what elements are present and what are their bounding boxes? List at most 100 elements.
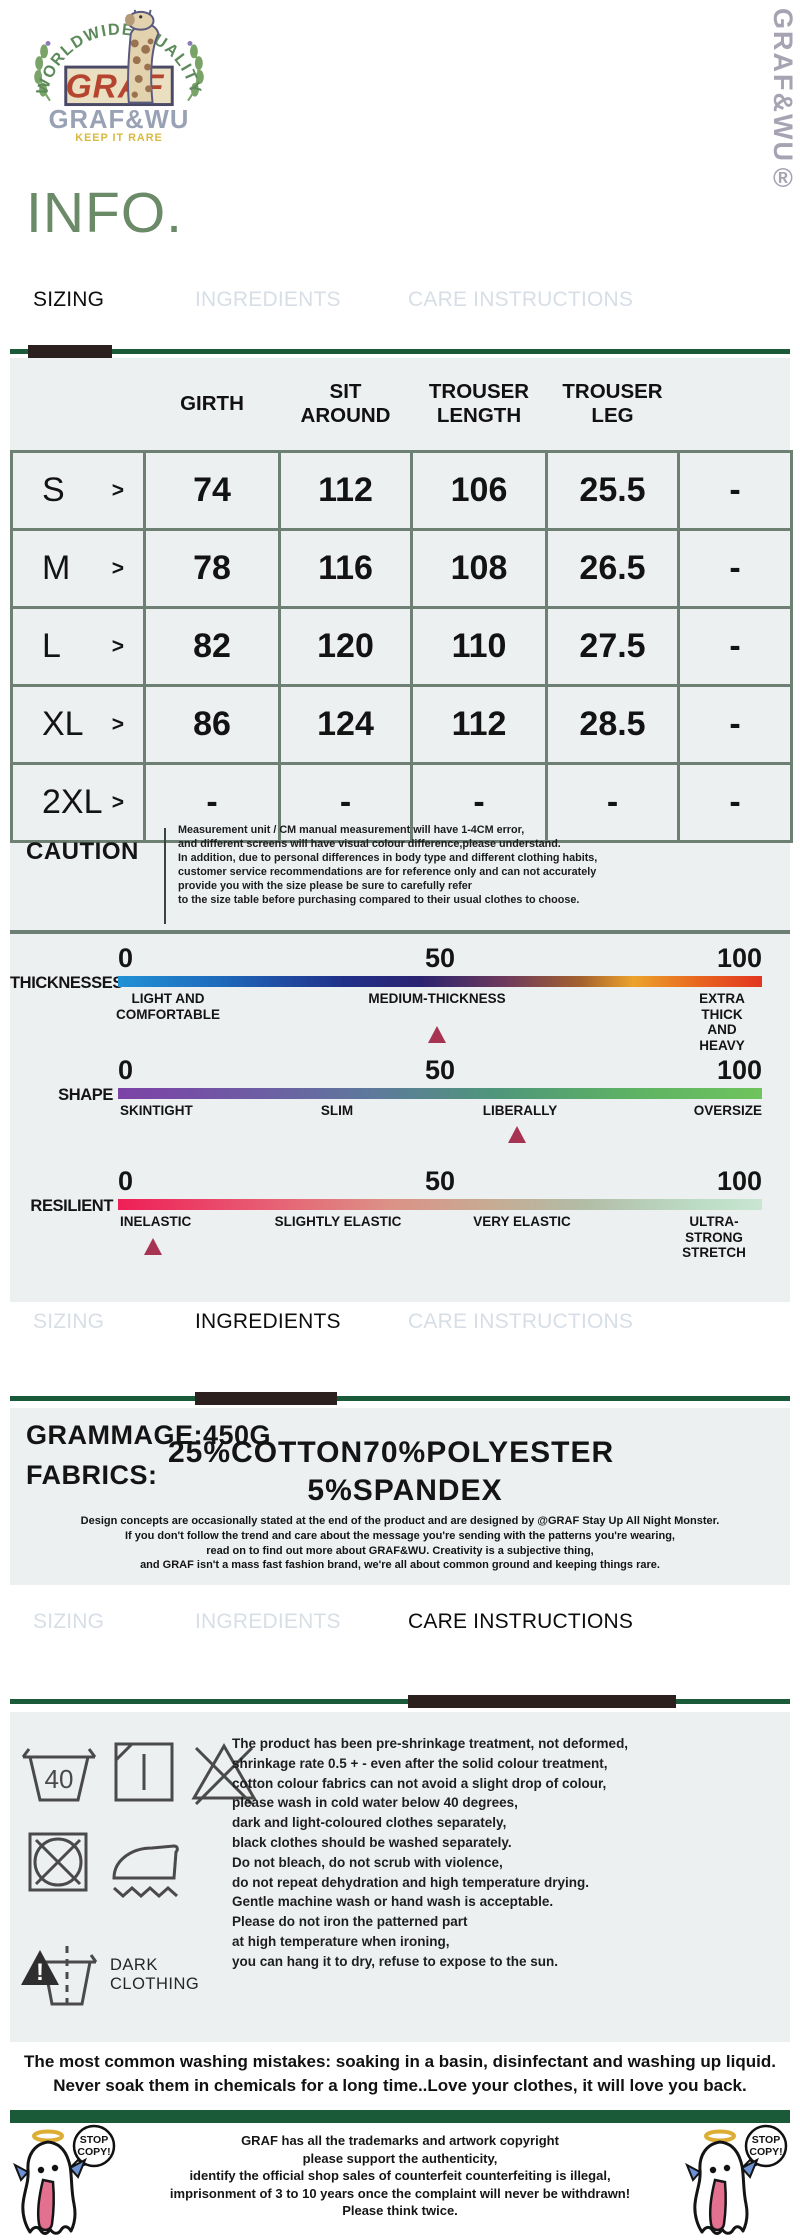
thickness-gradient-bar bbox=[118, 976, 762, 987]
caution-label: CAUTION bbox=[26, 838, 139, 865]
tick-0: 0 bbox=[118, 1055, 134, 1085]
cell-trouser-leg: 28.5 bbox=[545, 684, 680, 765]
active-tab-marker bbox=[195, 1392, 337, 1405]
tab-row-ingredients: SIZING INGREDIENTS CARE INSTRUCTIONS bbox=[0, 1310, 800, 1338]
stop-copy-text: COPY! bbox=[749, 2146, 782, 2158]
stop-copy-text: STOP bbox=[752, 2134, 780, 2146]
tab-care[interactable]: CARE INSTRUCTIONS bbox=[408, 1310, 634, 1333]
washing-mistakes-note: The most common washing mistakes: soakin… bbox=[24, 2052, 776, 2095]
tab-care[interactable]: CARE INSTRUCTIONS bbox=[408, 1610, 634, 1633]
grammage-value: GRAMMAGE:450G bbox=[26, 1420, 272, 1450]
scale-label: SLIM bbox=[320, 1103, 354, 1118]
cell-trouser-leg: 27.5 bbox=[545, 606, 680, 687]
header-cell-girth: GIRTH bbox=[180, 392, 244, 416]
size-table-header-row: GIRTH SIT AROUND TROUSER LENGTH TROUSER … bbox=[12, 358, 792, 452]
marker-lane bbox=[118, 1126, 762, 1146]
caution-text: Measurement unit / CM manual measurement… bbox=[178, 824, 598, 906]
cell-trouser-leg: - bbox=[545, 762, 680, 843]
fabrics-composition-line2: 5%SPANDEX bbox=[307, 1474, 503, 1507]
resilient-gradient-bar bbox=[118, 1199, 762, 1210]
scale-ticks: 0 50 100 bbox=[118, 1166, 762, 1196]
cell-extra: - bbox=[677, 762, 793, 843]
scale-resilient: 0 50 100 RESILIENT INELASTIC SLIGHTLY EL… bbox=[10, 1166, 790, 1278]
dark-clothing-label: DARK CLOTHING bbox=[110, 1956, 200, 1993]
scale-thicknesses: 0 50 100 THICKNESSES LIGHT AND COMFORTAB… bbox=[10, 943, 790, 1055]
chevron-right-icon: > bbox=[111, 712, 124, 736]
cell-trouser-leg: 25.5 bbox=[545, 450, 680, 531]
tab-sizing[interactable]: SIZING bbox=[33, 1610, 105, 1633]
header-cell-empty bbox=[679, 358, 792, 452]
cell-sit-around: 112 bbox=[278, 450, 413, 531]
scale-ticks: 0 50 100 bbox=[118, 943, 762, 973]
table-row-2xl: 2XL > - - - - - bbox=[10, 762, 793, 843]
footer-bar bbox=[10, 2110, 790, 2123]
ingredients-note: Design concepts are occasionally stated … bbox=[80, 1515, 720, 1572]
cell-trouser-length: 108 bbox=[410, 528, 548, 609]
scale-name: SHAPE bbox=[58, 1086, 113, 1104]
header-cell-empty bbox=[12, 358, 145, 452]
logo-tagline: KEEP IT RARE bbox=[75, 132, 162, 144]
brand-logo-graphic: WORLDWIDE QUALITY GRAF GRAF&WU KEEP IT R… bbox=[33, 9, 204, 144]
steam-iron-icon bbox=[112, 1844, 179, 1898]
tab-sizing[interactable]: SIZING bbox=[33, 1310, 105, 1333]
brand-logo: WORLDWIDE QUALITY GRAF GRAF&WU KEEP IT R… bbox=[20, 4, 218, 144]
size-label: XL bbox=[42, 705, 84, 743]
table-row-l: L > 82 120 110 27.5 - bbox=[10, 606, 793, 687]
tab-sizing[interactable]: SIZING bbox=[33, 288, 105, 311]
size-label: M bbox=[42, 549, 71, 587]
cell-trouser-length: 112 bbox=[410, 684, 548, 765]
size-label: L bbox=[42, 627, 61, 665]
chevron-right-icon: > bbox=[111, 634, 124, 658]
fabrics-composition-line1: 25%COTTON70%POLYESTER bbox=[168, 1436, 615, 1469]
thickness-marker-icon bbox=[427, 1026, 446, 1043]
scale-label: VERY ELASTIC bbox=[473, 1214, 571, 1229]
dark-wash-warning-icon: ! bbox=[21, 1946, 98, 2006]
section-rule-sizing bbox=[10, 345, 790, 358]
cell-extra: - bbox=[677, 606, 793, 687]
table-row-m: M > 78 116 108 26.5 - bbox=[10, 528, 793, 609]
table-row-s: S > 74 112 106 25.5 - bbox=[10, 450, 793, 531]
tab-ingredients[interactable]: INGREDIENTS bbox=[195, 1310, 341, 1333]
caution-section: CAUTION Measurement unit / CM manual mea… bbox=[10, 820, 790, 928]
cell-trouser-length: 110 bbox=[410, 606, 548, 687]
cell-girth: 74 bbox=[143, 450, 281, 531]
fabrics-label: FABRICS: bbox=[26, 1460, 158, 1490]
line-dry-shade-icon bbox=[114, 1742, 174, 1802]
cell-sit-around: 120 bbox=[278, 606, 413, 687]
scale-label: OVERSIZE bbox=[693, 1103, 762, 1118]
resilient-marker-icon bbox=[144, 1238, 163, 1255]
scale-ticks: 0 50 100 bbox=[118, 1055, 762, 1085]
sizing-panel: GIRTH SIT AROUND TROUSER LENGTH TROUSER … bbox=[10, 358, 793, 1302]
panel-divider bbox=[10, 930, 790, 934]
caution-divider bbox=[164, 828, 166, 924]
header-cell-trouser-leg: TROUSER LEG bbox=[562, 380, 663, 427]
table-row-xl: XL > 86 124 112 28.5 - bbox=[10, 684, 793, 765]
wash-40-icon: 40 bbox=[21, 1748, 97, 1802]
size-table: GIRTH SIT AROUND TROUSER LENGTH TROUSER … bbox=[10, 358, 793, 843]
scale-label: LIGHT AND COMFORTABLE bbox=[116, 991, 220, 1022]
tab-ingredients[interactable]: INGREDIENTS bbox=[195, 288, 341, 311]
copyright-text: GRAF has all the trademarks and artwork … bbox=[169, 2133, 631, 2219]
shape-marker-icon bbox=[508, 1126, 527, 1143]
tab-care[interactable]: CARE INSTRUCTIONS bbox=[408, 288, 634, 311]
marker-lane bbox=[118, 1238, 762, 1258]
tab-row-sizing: SIZING INGREDIENTS CARE INSTRUCTIONS bbox=[0, 288, 800, 316]
care-panel: 40 ! DARK CLOTHING The product has been … bbox=[10, 1712, 790, 2042]
cell-extra: - bbox=[677, 528, 793, 609]
stop-copy-text: STOP bbox=[80, 2134, 108, 2146]
active-tab-marker bbox=[408, 1695, 676, 1708]
header-cell-trouser-length: TROUSER LENGTH bbox=[428, 380, 530, 427]
scale-shape: 0 50 100 SHAPE SKINTIGHT SLIM LIBERALLY … bbox=[10, 1055, 790, 1167]
tick-100: 100 bbox=[716, 1055, 762, 1085]
tick-50: 50 bbox=[424, 1166, 456, 1196]
stop-copy-ghost-icon: STOP COPY! bbox=[685, 2124, 788, 2235]
scale-label: MEDIUM-THICKNESS bbox=[368, 991, 506, 1006]
tab-ingredients[interactable]: INGREDIENTS bbox=[195, 1610, 341, 1633]
cell-girth: 78 bbox=[143, 528, 281, 609]
marker-lane bbox=[118, 1026, 762, 1046]
giraffe-icon bbox=[124, 9, 160, 104]
cell-sit-around: - bbox=[278, 762, 413, 843]
scale-label: SLIGHTLY ELASTIC bbox=[274, 1214, 402, 1229]
cell-girth: 86 bbox=[143, 684, 281, 765]
